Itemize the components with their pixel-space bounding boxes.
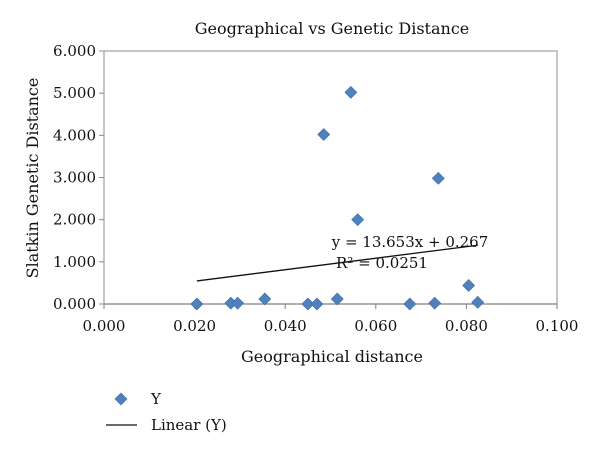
y-axis-label: Slatkin Genetic Distance — [23, 78, 42, 279]
data-point — [317, 128, 331, 141]
data-point — [431, 171, 445, 185]
trendline-group: y = 13.653x + 0.267 R² = 0.0251 — [196, 233, 489, 282]
trendline-equation: y = 13.653x + 0.267 — [331, 233, 489, 251]
data-point — [403, 297, 417, 311]
trendline-r2: R² = 0.0251 — [336, 254, 428, 272]
legend-marker-y — [114, 392, 128, 406]
y-tick-label: 0.000 — [53, 295, 96, 313]
chart-title: Geographical vs Genetic Distance — [195, 19, 470, 38]
y-tick-label: 6.000 — [53, 42, 96, 60]
data-point — [301, 297, 315, 311]
x-tick-label: 0.080 — [445, 317, 488, 335]
data-point — [231, 296, 245, 310]
data-point — [344, 85, 358, 99]
axes: 0.000 1.000 2.000 3.000 4.000 5.000 6.000 0.000… — [53, 42, 578, 335]
y-tick-label: 5.000 — [53, 84, 96, 102]
y-tick-label: 4.000 — [53, 126, 96, 144]
plot-frame — [103, 50, 558, 305]
y-tick-label: 1.000 — [53, 253, 96, 271]
x-tick-label: 0.100 — [536, 317, 579, 335]
legend: Y Linear (Y) — [106, 390, 227, 434]
data-point — [330, 292, 344, 306]
data-point — [428, 296, 442, 310]
data-point — [190, 297, 204, 311]
trendline — [196, 244, 478, 282]
legend-label-y: Y — [150, 390, 162, 408]
data-point — [258, 292, 272, 306]
legend-label-linear: Linear (Y) — [151, 416, 227, 434]
data-points — [190, 85, 485, 311]
y-tick-label: 3.000 — [53, 169, 96, 187]
data-point — [471, 295, 485, 309]
data-point — [462, 279, 476, 292]
data-point — [351, 213, 365, 227]
x-tick-label: 0.000 — [83, 317, 126, 335]
x-tick-label: 0.020 — [173, 317, 216, 335]
x-axis-label: Geographical distance — [241, 347, 423, 366]
x-tick-label: 0.060 — [354, 317, 397, 335]
data-point — [310, 297, 324, 311]
x-tick-label: 0.040 — [264, 317, 307, 335]
y-tick-label: 2.000 — [53, 211, 96, 229]
